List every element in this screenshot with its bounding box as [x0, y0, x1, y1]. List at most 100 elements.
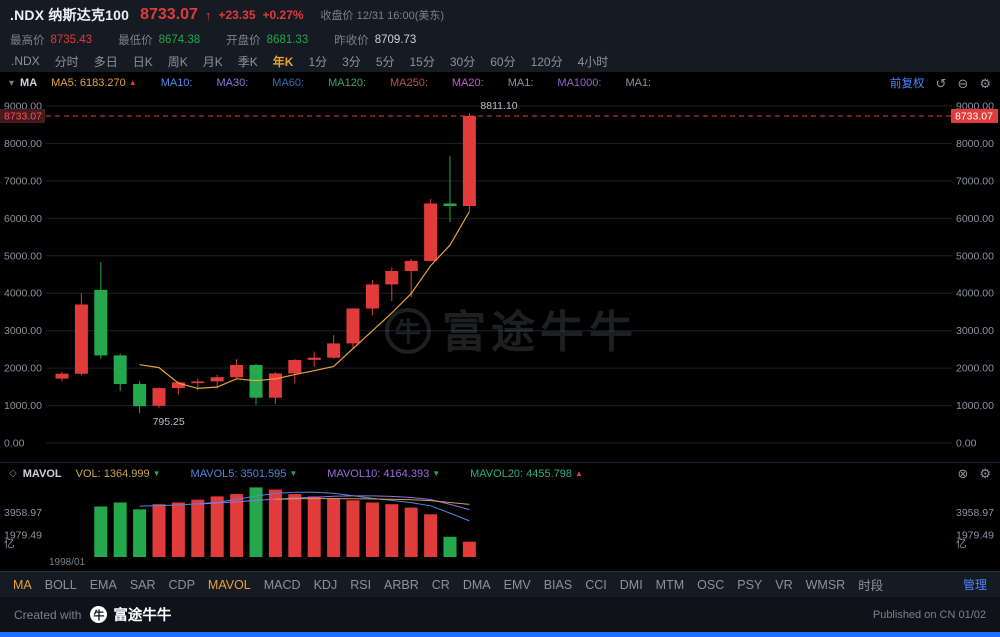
candle-2009	[268, 373, 282, 398]
period-tab-月K[interactable]: 月K	[202, 54, 223, 69]
indicator-diamond-icon[interactable]: ◇	[9, 468, 17, 479]
settings-gear-icon[interactable]: ⚙	[979, 75, 991, 91]
volume-bar-2009	[268, 489, 282, 557]
svg-text:5000.00: 5000.00	[4, 250, 42, 262]
svg-text:7000.00: 7000.00	[4, 175, 42, 187]
period-tab-日K[interactable]: 日K	[132, 54, 153, 69]
forward-adjust-link[interactable]: 前复权	[890, 78, 925, 90]
ma5-line	[139, 211, 470, 390]
collapse-chevron-icon[interactable]: ▾	[9, 77, 15, 89]
indicator-tab-CDP[interactable]: CDP	[168, 577, 195, 592]
candle-2008	[249, 365, 263, 398]
volume-chart[interactable]: 3958.97 3958.97 1979.49 1979.49 亿亿	[0, 484, 1000, 557]
indicator-tab-WMSR[interactable]: WMSR	[805, 577, 846, 592]
indicator-tab-KDJ[interactable]: KDJ	[313, 577, 338, 592]
indicator-tab-DMI[interactable]: DMI	[619, 577, 643, 592]
ma-item-label: MA1000:	[557, 77, 602, 89]
zoom-out-icon[interactable]: ⊖	[957, 75, 969, 91]
indicator-tab-BOLL[interactable]: BOLL	[44, 577, 77, 592]
svg-text:6000.00: 6000.00	[4, 213, 42, 225]
candle-2016	[404, 260, 418, 271]
mavol-item-label: VOL: 1364.999	[75, 467, 150, 480]
period-tab-1分[interactable]: 1分	[308, 54, 328, 69]
indicator-tab-EMA[interactable]: EMA	[89, 577, 117, 592]
svg-text:牛: 牛	[395, 317, 421, 347]
indicator-tab-OSC[interactable]: OSC	[697, 577, 725, 592]
svg-text:富途牛牛: 富途牛牛	[442, 308, 638, 357]
svg-text:0.00: 0.00	[4, 438, 25, 450]
close-circle-icon[interactable]: ⊗	[957, 466, 969, 481]
undo-icon[interactable]: ↺	[935, 75, 947, 91]
period-tab-15分[interactable]: 15分	[409, 54, 435, 69]
symbol-title: .NDX 纳斯达克100	[10, 7, 130, 23]
period-tab-5分[interactable]: 5分	[375, 54, 395, 69]
last-price: 8733.07	[140, 6, 198, 23]
footer: Created with 牛 富途牛牛 Published on CN 01/0…	[0, 597, 1000, 632]
indicator-tab-CCI[interactable]: CCI	[585, 577, 607, 592]
indicator-tab-ARBR[interactable]: ARBR	[384, 577, 419, 592]
period-tab-年K[interactable]: 年K	[272, 54, 294, 69]
ma-item-9: MA1:	[625, 77, 651, 89]
indicator-tab-bar: MA BOLL EMA SAR CDP MAVOL MACD KDJ RSI ARBR CR DMA E…	[0, 571, 1000, 597]
stat-最低价: 最低价 8674.38	[118, 32, 200, 48]
svg-text:7000.00: 7000.00	[956, 175, 994, 187]
svg-text:1000.00: 1000.00	[4, 400, 42, 412]
indicator-tab-MTM[interactable]: MTM	[655, 577, 685, 592]
settings-gear-icon[interactable]: ⚙	[979, 466, 991, 481]
svg-text:8733.07: 8733.07	[4, 111, 42, 123]
stat-昨收价: 昨收价 8709.73	[334, 32, 416, 48]
period-tab-周K[interactable]: 周K	[167, 54, 188, 69]
mavol-item-3: MAVOL20: 4455.798 ▲	[470, 468, 583, 480]
trend-arrow-icon: ▼	[289, 468, 298, 478]
ma-item-label: MA5: 6183.270	[51, 77, 126, 89]
indicator-tab-BIAS[interactable]: BIAS	[543, 577, 573, 592]
price-change: +23.35	[218, 8, 256, 22]
candles	[55, 113, 476, 414]
x-axis-start-label: 1998/01	[49, 557, 86, 568]
svg-text:8000.00: 8000.00	[4, 138, 42, 150]
svg-text:8733.07: 8733.07	[955, 111, 993, 123]
svg-text:8000.00: 8000.00	[956, 138, 994, 150]
indicator-tab-MA[interactable]: MA	[13, 577, 32, 592]
ma-item-label: MA1:	[625, 77, 652, 89]
mavol-item-label: MAVOL10: 4164.393	[327, 467, 430, 480]
ma-item-5: MA250:	[390, 77, 428, 89]
period-tab-分时[interactable]: 分时	[54, 54, 79, 69]
candle-2000	[94, 289, 108, 356]
ma-item-6: MA20:	[452, 77, 484, 89]
period-tab-120分[interactable]: 120分	[530, 54, 563, 69]
indicator-tab-DMA[interactable]: DMA	[462, 577, 491, 592]
indicator-tab-EMV[interactable]: EMV	[503, 577, 531, 592]
period-tab-3分[interactable]: 3分	[342, 54, 361, 69]
indicator-tab-PSY[interactable]: PSY	[737, 577, 763, 592]
candle-2011	[307, 357, 321, 360]
indicator-tab-SAR[interactable]: SAR	[129, 577, 156, 592]
quote-stats-row: 最高价 8735.43 最低价 8674.38 开盘价 8681.33 昨收价 8709.73	[0, 30, 1000, 50]
candle-2010	[288, 360, 302, 374]
session-status: 收盘价 12/31 16:00(美东)	[320, 10, 445, 22]
stat-value: 8681.33	[266, 34, 309, 46]
volume-bar-2005	[191, 499, 205, 557]
candle-2006	[210, 377, 224, 382]
ma-item-0: MA5: 6183.270 ▲	[51, 77, 137, 89]
period-tab-4小时[interactable]: 4小时	[577, 54, 609, 69]
volume-bar-2014	[365, 502, 379, 557]
indicator-tab-CR[interactable]: CR	[431, 577, 450, 592]
indicator-tab-时段[interactable]: 时段	[858, 579, 884, 593]
indicator-tab-RSI[interactable]: RSI	[350, 577, 372, 592]
manage-link[interactable]: 管理	[962, 578, 987, 592]
bottom-accent-bar	[0, 632, 1000, 637]
candlestick-chart[interactable]: 牛 富途牛牛 9000.00 9000.00 8000.00 8000.00 7000.0…	[0, 94, 1000, 462]
ma-item-3: MA60:	[272, 77, 304, 89]
volume-svg: 3958.97 3958.971979.49 1979.49亿亿	[4, 487, 994, 557]
ma-item-label: MA120:	[328, 77, 366, 89]
volume-bar-2000	[94, 506, 108, 557]
indicator-tab-MAVOL[interactable]: MAVOL	[207, 577, 251, 592]
period-tab-季K[interactable]: 季K	[237, 54, 258, 69]
period-tab-.NDX[interactable]: .NDX	[11, 54, 40, 68]
period-tab-60分[interactable]: 60分	[490, 54, 516, 69]
indicator-tab-MACD[interactable]: MACD	[263, 577, 301, 592]
indicator-tab-VR[interactable]: VR	[775, 577, 793, 592]
period-tab-多日[interactable]: 多日	[93, 54, 118, 69]
period-tab-30分[interactable]: 30分	[449, 54, 476, 69]
